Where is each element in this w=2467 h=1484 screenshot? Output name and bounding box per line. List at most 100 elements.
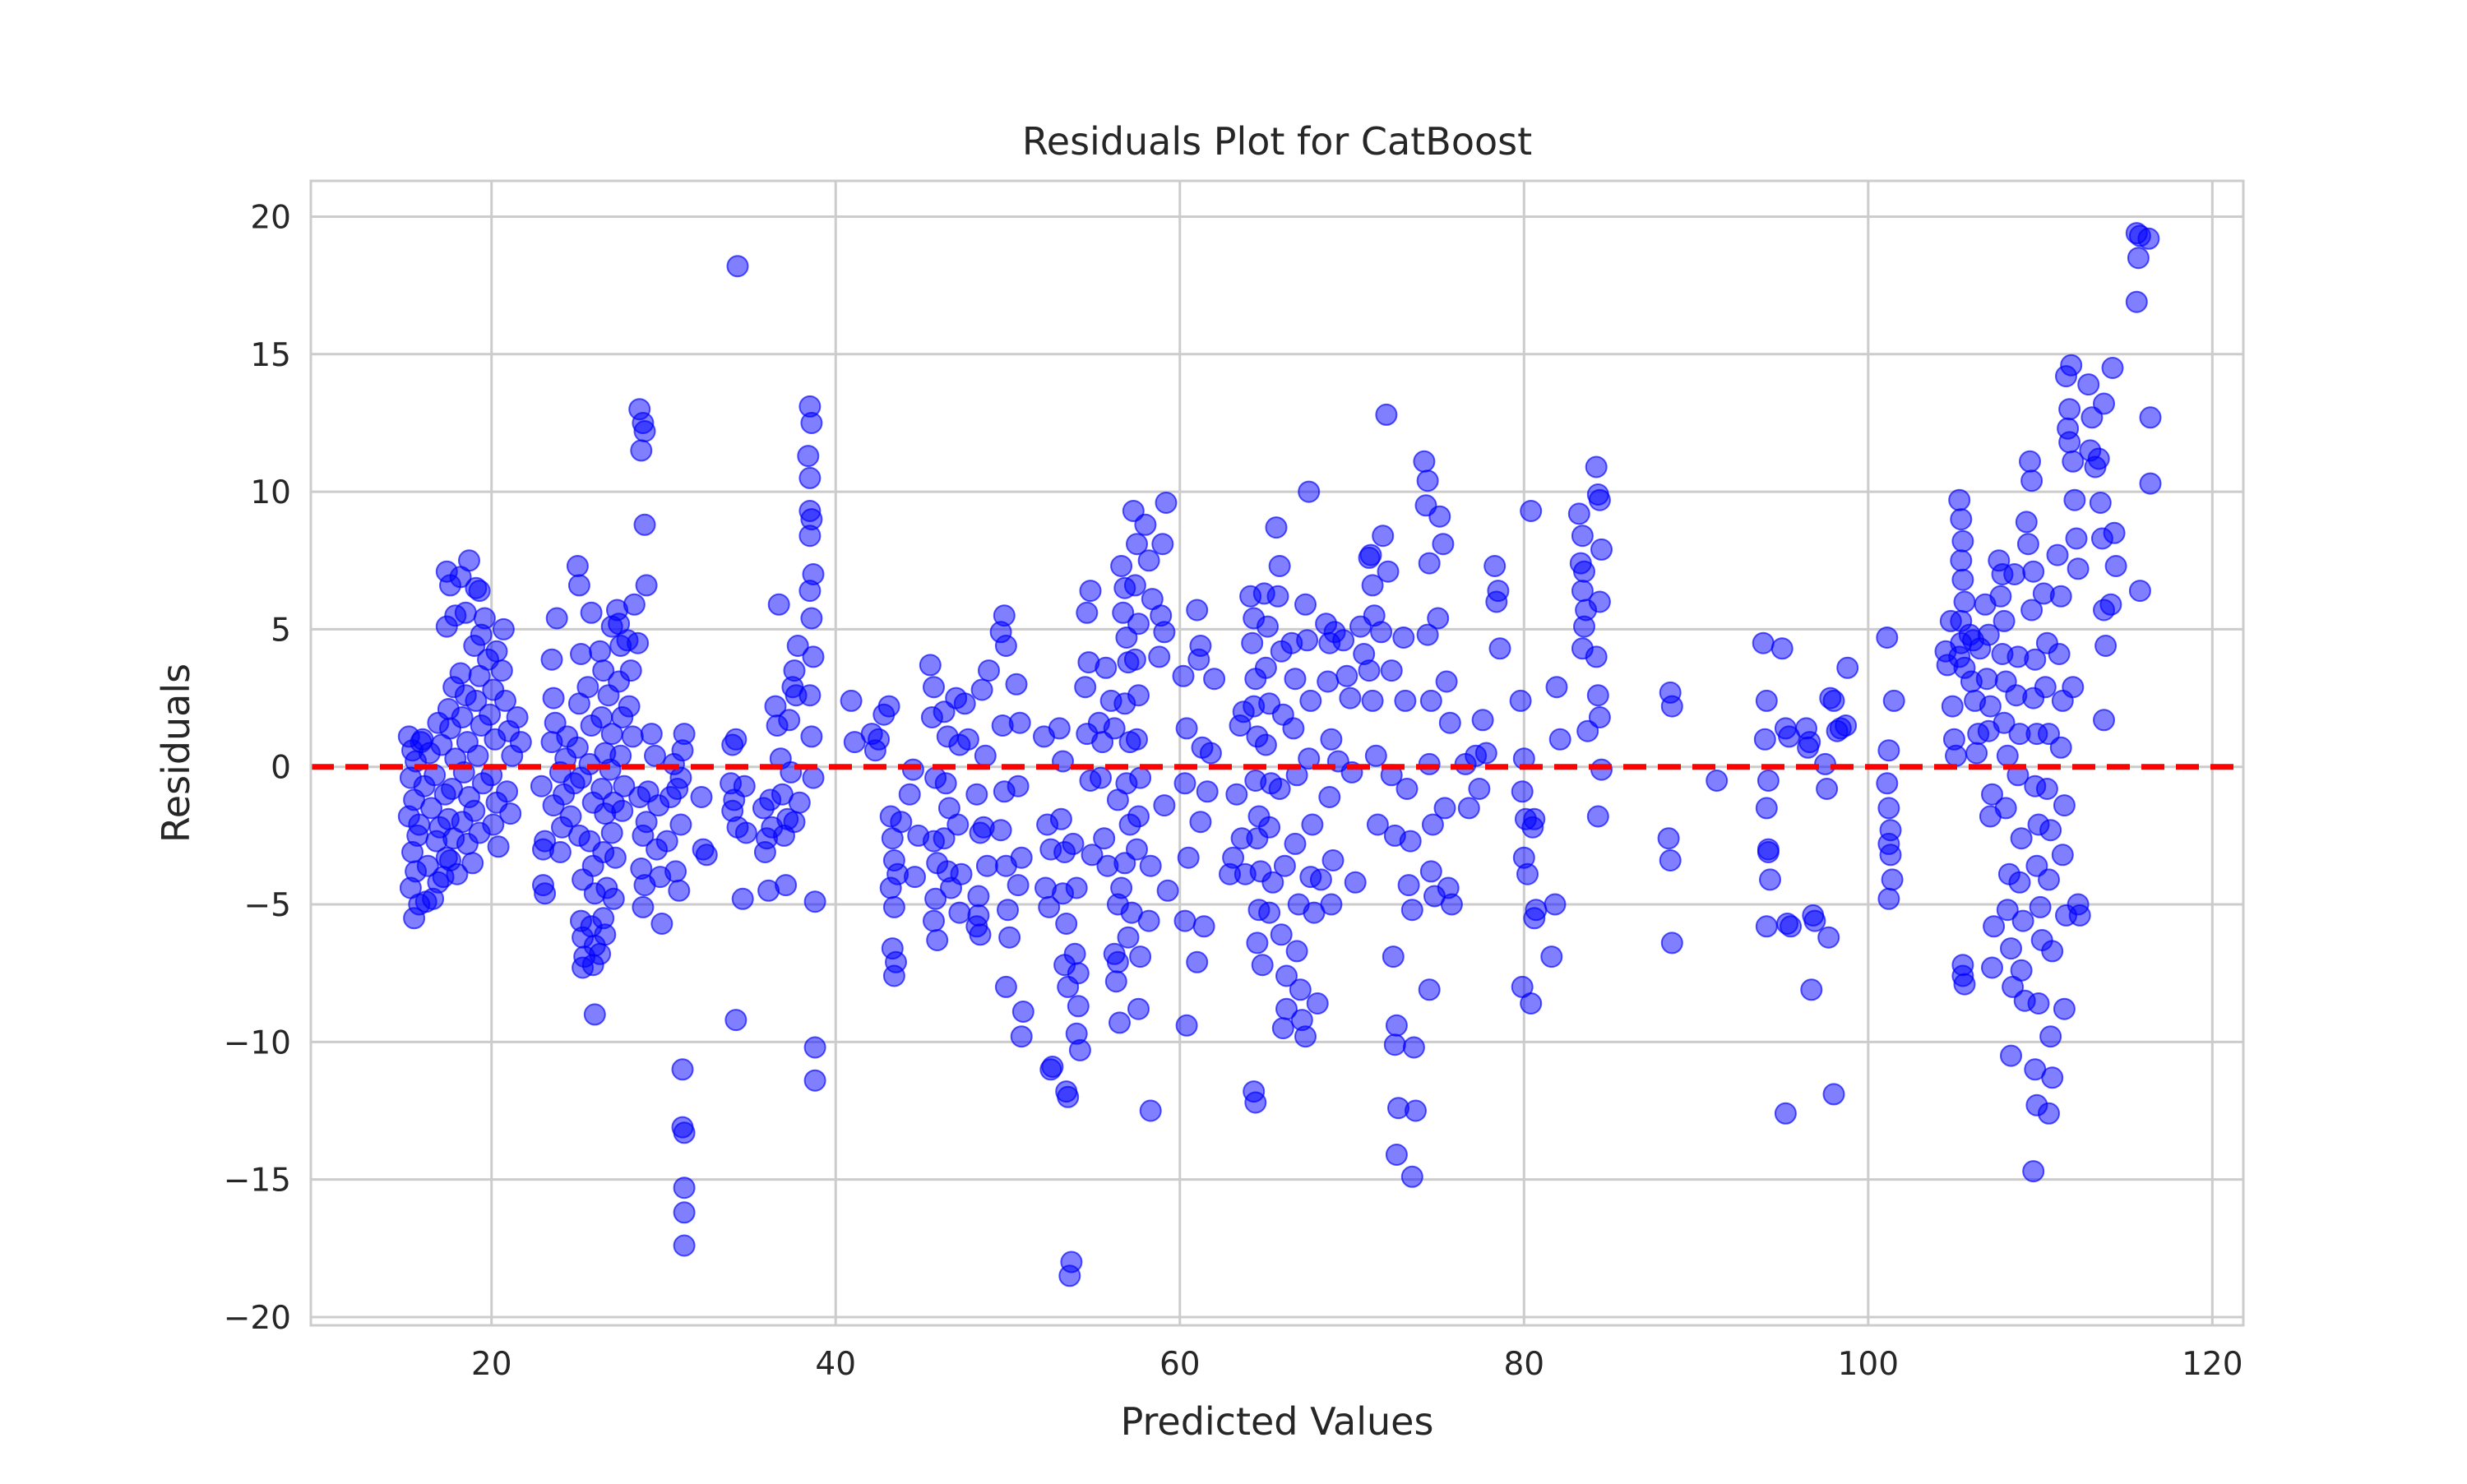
data-point (1950, 508, 1973, 531)
data-point (1876, 772, 1899, 795)
data-point (1126, 728, 1148, 751)
data-point (947, 813, 970, 836)
data-point (2139, 406, 2162, 429)
data-point (1882, 689, 1905, 712)
data-point (926, 929, 949, 951)
data-point (2003, 563, 2026, 585)
data-point (934, 772, 957, 795)
data-point (724, 728, 748, 751)
data-point (1294, 593, 1317, 616)
data-point (1876, 626, 1899, 649)
data-point (1573, 560, 1595, 583)
data-point (1509, 689, 1532, 712)
data-point (1057, 1085, 1080, 1108)
data-point (1822, 689, 1845, 712)
data-point (1137, 549, 1160, 572)
data-point (2027, 992, 2050, 1015)
data-point (1571, 525, 1594, 548)
data-point (1048, 717, 1071, 740)
data-point (1471, 709, 1494, 732)
data-point (468, 580, 491, 603)
data-point (783, 811, 806, 834)
data-point (800, 412, 823, 434)
data-point (1586, 684, 1609, 707)
data-point (2067, 557, 2090, 580)
data-point (669, 766, 692, 789)
data-point (1979, 695, 2002, 718)
data-point (775, 874, 798, 897)
data-point (2104, 555, 2127, 577)
data-point (904, 866, 926, 889)
data-point (1187, 648, 1210, 671)
data-point (753, 841, 776, 863)
data-point (1127, 997, 1150, 1020)
data-point (1104, 970, 1127, 993)
data-point (1074, 676, 1097, 699)
data-point (542, 687, 565, 710)
data-point (1394, 689, 1417, 712)
data-point (1317, 670, 1340, 693)
data-point (2127, 247, 2150, 270)
data-point (1225, 783, 1248, 806)
data-point (1757, 841, 1780, 863)
data-point (530, 774, 553, 797)
data-point (1095, 656, 1118, 679)
data-point (2068, 904, 2091, 927)
data-point (1822, 1083, 1845, 1106)
data-point (1520, 500, 1543, 522)
data-point (1948, 488, 1971, 511)
data-point (1153, 621, 1176, 644)
data-point (1981, 783, 2003, 806)
data-point (2038, 868, 2060, 891)
data-point (1755, 915, 1778, 938)
data-point (2034, 676, 2057, 699)
data-point (1271, 1017, 1294, 1040)
data-point (1106, 950, 1129, 973)
data-point (1511, 780, 1534, 803)
data-point (1254, 656, 1277, 679)
data-point (1134, 513, 1157, 536)
data-point (1246, 932, 1269, 955)
data-point (673, 1234, 696, 1257)
data-point (2062, 450, 2085, 473)
data-point (1320, 893, 1343, 916)
data-point (2125, 290, 2148, 313)
data-point (664, 860, 687, 883)
data-point (485, 640, 508, 663)
data-point (1155, 492, 1178, 514)
data-point (1835, 714, 1858, 737)
data-point (1488, 637, 1511, 660)
data-point (1335, 664, 1358, 687)
data-point (1993, 711, 2016, 734)
data-point (2016, 533, 2039, 556)
data-point (1951, 964, 1974, 987)
data-point (1994, 797, 2017, 820)
data-point (1457, 797, 1480, 820)
data-point (1397, 874, 1420, 897)
data-point (1273, 854, 1296, 877)
data-point (1049, 807, 1072, 830)
data-point (994, 975, 1017, 998)
data-point (1173, 772, 1196, 795)
data-point (2065, 527, 2088, 550)
points-layer (397, 222, 2162, 1288)
data-point (473, 607, 496, 630)
data-point (1117, 926, 1140, 949)
y-tick-label: −15 (224, 1163, 291, 1200)
data-point (2099, 593, 2122, 616)
data-point (633, 420, 656, 442)
data-point (1268, 555, 1291, 577)
x-tick-label: 60 (1159, 1346, 1201, 1383)
data-point (1586, 805, 1609, 828)
data-point (482, 813, 505, 836)
data-point (1270, 923, 1293, 946)
data-point (868, 728, 891, 751)
data-point (1175, 717, 1198, 740)
data-point (786, 635, 809, 657)
data-point (619, 659, 642, 682)
data-point (2010, 959, 2033, 982)
data-point (1780, 915, 1803, 938)
data-point (1258, 901, 1281, 924)
data-point (1485, 590, 1508, 613)
